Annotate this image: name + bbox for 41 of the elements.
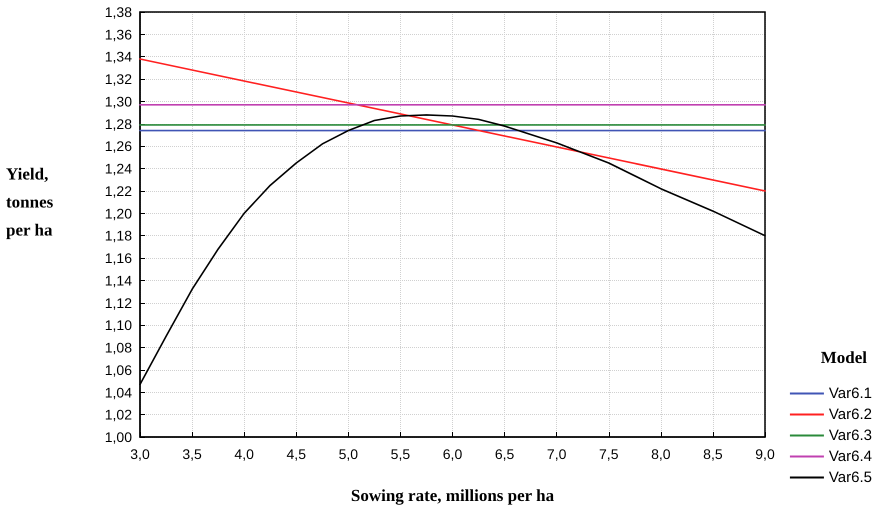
x-tick-label: 3,0 xyxy=(130,446,150,462)
x-tick-label: 8,5 xyxy=(703,446,723,462)
y-axis-title: Yield, tonnes per ha xyxy=(6,164,54,240)
y-tick-label: 1,02 xyxy=(104,406,132,423)
legend-label: Var6.3 xyxy=(828,427,872,444)
y-tick-label: 1,28 xyxy=(104,116,132,132)
legend-label: Var6.4 xyxy=(828,448,872,465)
y-tick-label: 1,18 xyxy=(104,228,132,244)
x-axis-title: Sowing rate, millions per ha xyxy=(350,486,555,505)
y-tick-label: 1,06 xyxy=(104,362,132,378)
y-tick-label: 1,12 xyxy=(104,294,132,311)
y-tick-label: 1,26 xyxy=(104,138,132,154)
x-tick-label: 5,5 xyxy=(390,446,410,462)
x-tick-label: 4,0 xyxy=(234,446,254,462)
x-tick-label: 3,5 xyxy=(182,446,202,462)
y-tick-label: 1,32 xyxy=(104,71,132,88)
y-tick-label: 1,10 xyxy=(104,317,132,334)
y-tick-label: 1,22 xyxy=(104,182,132,199)
x-tick-label: 4,5 xyxy=(286,446,306,462)
legend-title: Model xyxy=(820,348,868,367)
x-tick-label: 7,5 xyxy=(599,446,619,462)
y-tick-label: 1,38 xyxy=(104,4,132,20)
x-tick-label: 6,5 xyxy=(494,446,515,462)
y-tick-label: 1,04 xyxy=(104,384,132,400)
x-tick-label: 7,0 xyxy=(546,446,567,462)
y-tick-label: 1,14 xyxy=(104,272,132,288)
y-tick-label: 1,36 xyxy=(104,26,132,42)
y-tick-label: 1,16 xyxy=(104,250,132,266)
legend-label: Var6.2 xyxy=(828,406,872,423)
y-tick-label: 1,20 xyxy=(104,205,132,222)
y-tick-label: 1,08 xyxy=(104,340,132,356)
y-tick-label: 1,24 xyxy=(104,160,132,177)
legend-label: Var6.5 xyxy=(828,469,872,486)
y-tick-label: 1,00 xyxy=(104,429,132,445)
x-tick-label: 8,0 xyxy=(651,446,671,462)
x-tick-label: 9,0 xyxy=(755,446,775,462)
legend-label: Var6.1 xyxy=(828,385,872,402)
x-tick-label: 6,0 xyxy=(442,446,462,462)
y-tick-label: 1,34 xyxy=(104,48,132,65)
x-tick-label: 5,0 xyxy=(338,446,358,462)
y-tick-label: 1,30 xyxy=(104,93,132,110)
